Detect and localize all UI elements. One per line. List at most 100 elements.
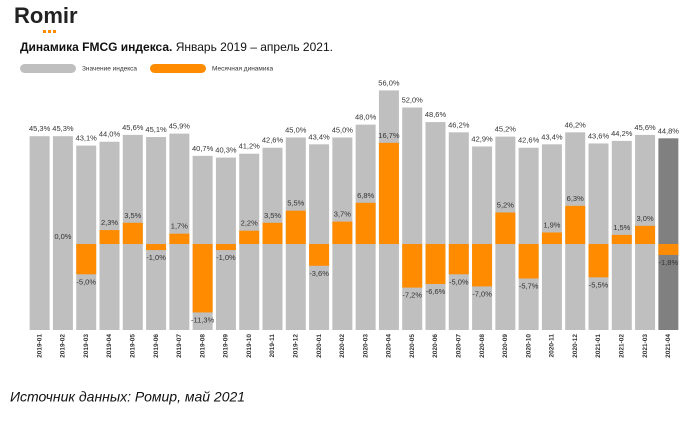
value-label: -5,0% — [76, 277, 96, 286]
value-label: 3,0% — [637, 214, 654, 223]
value-label: 44,2% — [611, 129, 633, 138]
bar — [262, 222, 283, 244]
value-label: 5,2% — [497, 200, 514, 209]
bar — [52, 136, 73, 330]
value-label: 3,5% — [124, 211, 141, 220]
x-tick-label: 2019-06 — [153, 334, 160, 358]
value-label: 40,7% — [192, 144, 214, 153]
value-label: 42,6% — [262, 136, 284, 145]
bar — [611, 234, 632, 244]
bar — [76, 243, 97, 275]
x-tick-label: 2020-07 — [456, 334, 463, 358]
x-tick-label: 2019-08 — [199, 334, 206, 358]
value-label: 1,9% — [543, 220, 560, 229]
bar — [518, 147, 539, 330]
value-label: -7,0% — [472, 289, 492, 298]
bar — [332, 221, 353, 244]
bar — [29, 136, 50, 330]
bar — [169, 233, 190, 244]
bar — [146, 137, 167, 330]
x-tick-label: 2020-12 — [572, 334, 579, 358]
value-label: 6,8% — [357, 191, 374, 200]
x-tick-label: 2019-04 — [106, 334, 113, 358]
bar — [425, 243, 446, 284]
bar — [355, 202, 376, 244]
logo-dots — [43, 30, 56, 33]
value-label: 45,3% — [29, 124, 51, 133]
value-label: 41,2% — [239, 142, 261, 151]
value-label: 45,0% — [332, 125, 354, 134]
value-label: 56,0% — [378, 78, 400, 87]
value-label: 3,5% — [264, 211, 281, 220]
chart-subtitle: Январь 2019 – апрель 2021. — [176, 40, 333, 54]
bar — [565, 205, 586, 244]
x-tick-label: 2019-03 — [83, 334, 90, 358]
x-tick-label: 2019-02 — [60, 334, 67, 358]
legend-label: Значение индекса — [82, 66, 137, 73]
bar — [635, 225, 656, 244]
bar — [541, 232, 562, 244]
bar — [169, 133, 190, 330]
value-label: 43,1% — [76, 134, 98, 143]
bar — [588, 143, 609, 330]
value-label: -1,8% — [659, 258, 679, 267]
value-label: 6,3% — [567, 194, 584, 203]
legend-swatch — [20, 64, 76, 73]
bar — [309, 144, 330, 330]
bar — [402, 243, 423, 288]
value-label: -6,6% — [426, 287, 446, 296]
bar — [122, 222, 143, 244]
value-label: 45,2% — [495, 125, 517, 134]
x-tick-label: 2020-08 — [479, 334, 486, 358]
title: Динамика FMCG индекса. Январь 2019 – апр… — [20, 40, 333, 54]
value-label: 45,0% — [285, 125, 307, 134]
bar — [215, 157, 236, 330]
bar — [99, 230, 120, 244]
value-label: -3,6% — [309, 269, 329, 278]
value-label: 48,0% — [355, 113, 377, 122]
value-label: 45,9% — [169, 122, 191, 131]
x-tick-label: 2021-01 — [595, 334, 602, 358]
value-label: 2,2% — [241, 219, 258, 228]
value-label: 46,2% — [448, 120, 470, 129]
value-label: -5,0% — [449, 277, 469, 286]
value-label: -5,7% — [519, 281, 539, 290]
value-label: 46,2% — [565, 120, 587, 129]
value-label: 52,0% — [402, 96, 424, 105]
bar — [472, 243, 493, 287]
value-label: 5,5% — [287, 199, 304, 208]
x-tick-label: 2020-06 — [432, 334, 439, 358]
value-label: -7,2% — [402, 291, 422, 300]
bar — [472, 146, 493, 330]
x-tick-label: 2020-02 — [339, 334, 346, 358]
value-label: 44,0% — [99, 130, 121, 139]
value-label: 43,4% — [541, 132, 563, 141]
bar — [378, 142, 399, 244]
bar — [239, 230, 260, 244]
x-tick-label: 2019-11 — [269, 334, 276, 358]
value-label: 1,5% — [613, 223, 630, 232]
bar — [658, 138, 679, 330]
bar — [588, 243, 609, 278]
value-label: 3,7% — [334, 210, 351, 219]
logo: Romir — [14, 3, 78, 28]
value-label: -11,3% — [191, 315, 215, 324]
value-label: 45,6% — [634, 123, 656, 132]
value-label: -1,0% — [146, 253, 166, 262]
value-label: 0,0% — [54, 232, 71, 241]
value-label: 1,7% — [171, 222, 188, 231]
x-tick-label: 2020-03 — [362, 334, 369, 358]
legend-swatch — [150, 64, 206, 73]
value-label: 2,3% — [101, 218, 118, 227]
bar — [215, 243, 236, 251]
value-label: 40,3% — [215, 146, 237, 155]
value-label: 42,6% — [518, 136, 540, 145]
bar — [658, 243, 679, 255]
bar — [192, 243, 213, 313]
bar — [146, 243, 167, 251]
x-tick-label: 2020-10 — [525, 334, 532, 358]
x-tick-label: 2019-07 — [176, 334, 183, 358]
value-label: 45,6% — [122, 123, 144, 132]
value-label: 45,1% — [145, 125, 167, 134]
